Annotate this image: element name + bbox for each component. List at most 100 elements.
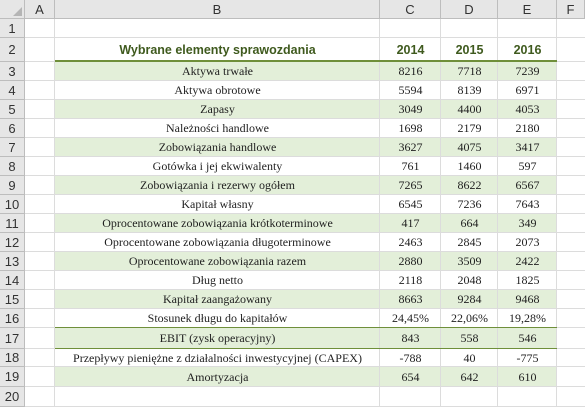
column-header-c[interactable]: C [380, 0, 441, 19]
value-cell[interactable]: 8622 [457, 178, 482, 192]
value-cell[interactable]: 597 [518, 159, 537, 173]
value-cell[interactable]: -788 [399, 350, 422, 365]
row-label-cell[interactable]: Aktywa obrotowe [174, 83, 261, 97]
row-header-19[interactable]: 19 [0, 367, 25, 387]
row-header-8[interactable]: 8 [0, 157, 25, 176]
value-cell[interactable]: -775 [516, 350, 539, 365]
row-header-17[interactable]: 17 [0, 328, 25, 349]
value-cell[interactable]: 4400 [457, 102, 482, 116]
row-label-cell[interactable]: Aktywa trwałe [182, 64, 253, 78]
year-header-cell[interactable]: 2016 [513, 43, 542, 57]
row-header-12[interactable]: 12 [0, 233, 25, 252]
value-cell[interactable]: 1825 [515, 273, 540, 287]
row-header-10[interactable]: 10 [0, 195, 25, 214]
row-label-cell[interactable]: Należności handlowe [166, 121, 269, 135]
value-cell[interactable]: 2880 [398, 254, 423, 268]
value-cell[interactable]: 2180 [515, 121, 540, 135]
value-cell[interactable]: 2048 [457, 273, 482, 287]
value-cell[interactable]: 8139 [457, 83, 482, 97]
column-header-d[interactable]: D [441, 0, 498, 19]
value-cell[interactable]: 2073 [515, 235, 540, 249]
value-cell[interactable]: 22,06% [451, 311, 488, 325]
value-cell[interactable]: 8663 [398, 292, 423, 306]
row-label-cell[interactable]: Zobowiązania i rezerwy ogółem [140, 178, 295, 192]
value-cell[interactable]: 349 [518, 216, 537, 230]
value-cell[interactable]: 3417 [515, 140, 540, 154]
value-cell[interactable]: 6545 [398, 197, 423, 211]
value-cell[interactable]: 843 [401, 331, 420, 345]
value-cell[interactable]: 2118 [398, 273, 423, 287]
row-label-cell[interactable]: Oprocentowane zobowiązania krótkotermino… [102, 216, 333, 230]
value-cell[interactable]: 19,28% [509, 311, 546, 325]
value-cell[interactable]: 761 [401, 159, 420, 173]
row-header-5[interactable]: 5 [0, 100, 25, 119]
row-label-cell[interactable]: Stosunek długu do kapitałów [147, 311, 288, 325]
value-cell[interactable]: 1460 [457, 159, 482, 173]
row-label-cell[interactable]: Kapitał własny [181, 197, 254, 211]
value-cell[interactable]: 8216 [398, 64, 423, 78]
row-header-16[interactable]: 16 [0, 309, 25, 328]
value-cell[interactable]: 3509 [457, 254, 482, 268]
row-label-cell[interactable]: Oprocentowane zobowiązania długoterminow… [104, 235, 331, 249]
row-label-cell[interactable]: Dług netto [192, 273, 243, 287]
year-header-cell[interactable]: 2014 [396, 43, 425, 57]
value-cell[interactable]: 2422 [515, 254, 540, 268]
value-cell[interactable]: 6567 [515, 178, 540, 192]
row-header-7[interactable]: 7 [0, 138, 25, 157]
value-cell[interactable]: 558 [460, 331, 479, 345]
value-cell[interactable]: 2845 [457, 235, 482, 249]
value-cell[interactable]: 9468 [515, 292, 540, 306]
column-header-b[interactable]: B [55, 0, 380, 19]
row-label-cell[interactable]: EBIT (zysk operacyjny) [159, 331, 276, 345]
row-header-20[interactable]: 20 [0, 387, 25, 407]
row-header-6[interactable]: 6 [0, 119, 25, 138]
value-cell[interactable]: 1698 [398, 121, 423, 135]
value-cell[interactable]: 3049 [398, 102, 423, 116]
value-cell[interactable]: 7239 [515, 64, 540, 78]
row-header-3[interactable]: 3 [0, 62, 25, 81]
value-cell[interactable]: 546 [518, 331, 537, 345]
row-header-18[interactable]: 18 [0, 349, 25, 367]
value-cell[interactable]: 664 [460, 216, 479, 230]
row-label-cell[interactable]: Zapasy [200, 102, 235, 116]
table-title-cell[interactable]: Wybrane elementy sprawozdania [119, 43, 316, 57]
value-cell[interactable]: 3627 [398, 140, 423, 154]
value-cell[interactable]: 7643 [515, 197, 540, 211]
column-header-e[interactable]: E [498, 0, 557, 19]
row-header-4[interactable]: 4 [0, 81, 25, 100]
value-cell[interactable]: 4053 [515, 102, 540, 116]
value-cell[interactable]: 4075 [457, 140, 482, 154]
value-cell[interactable]: 7265 [398, 178, 423, 192]
row-label-cell[interactable]: Przepływy pieniężne z działalności inwes… [73, 350, 362, 365]
row-header-13[interactable]: 13 [0, 252, 25, 271]
row-label-cell[interactable]: Oprocentowane zobowiązania razem [128, 254, 307, 268]
row-header-14[interactable]: 14 [0, 271, 25, 290]
row-header-2[interactable]: 2 [0, 38, 25, 62]
row-label-cell[interactable]: Zobowiązania handlowe [158, 140, 277, 154]
value-cell[interactable]: 7236 [457, 197, 482, 211]
row-header-15[interactable]: 15 [0, 290, 25, 309]
value-cell[interactable]: 6971 [515, 83, 540, 97]
row-header-9[interactable]: 9 [0, 176, 25, 195]
year-header-cell[interactable]: 2015 [455, 43, 484, 57]
value-cell[interactable]: 610 [518, 369, 537, 384]
value-cell[interactable]: 40 [463, 350, 476, 365]
value-cell[interactable]: 24,45% [392, 311, 429, 325]
row-label-cell[interactable]: Amortyzacja [186, 369, 249, 384]
value-cell[interactable]: 7718 [457, 64, 482, 78]
select-all-corner[interactable] [0, 0, 25, 19]
row-label-cell[interactable]: Kapitał zaangażowany [163, 292, 272, 306]
value-cell[interactable]: 2463 [398, 235, 423, 249]
column-header-a[interactable]: A [25, 0, 55, 19]
value-cell[interactable]: 654 [401, 369, 420, 384]
value-cell[interactable]: 5594 [398, 83, 423, 97]
value-cell[interactable]: 2179 [457, 121, 482, 135]
column-header-f[interactable]: F [557, 0, 585, 19]
row-label-cell[interactable]: Gotówka i jej ekwiwalenty [152, 159, 283, 173]
value-cell[interactable]: 9284 [457, 292, 482, 306]
row-header-11[interactable]: 11 [0, 214, 25, 233]
row-header-1[interactable]: 1 [0, 19, 25, 38]
value-cell[interactable]: 642 [460, 369, 479, 384]
value-cell[interactable]: 417 [401, 216, 420, 230]
